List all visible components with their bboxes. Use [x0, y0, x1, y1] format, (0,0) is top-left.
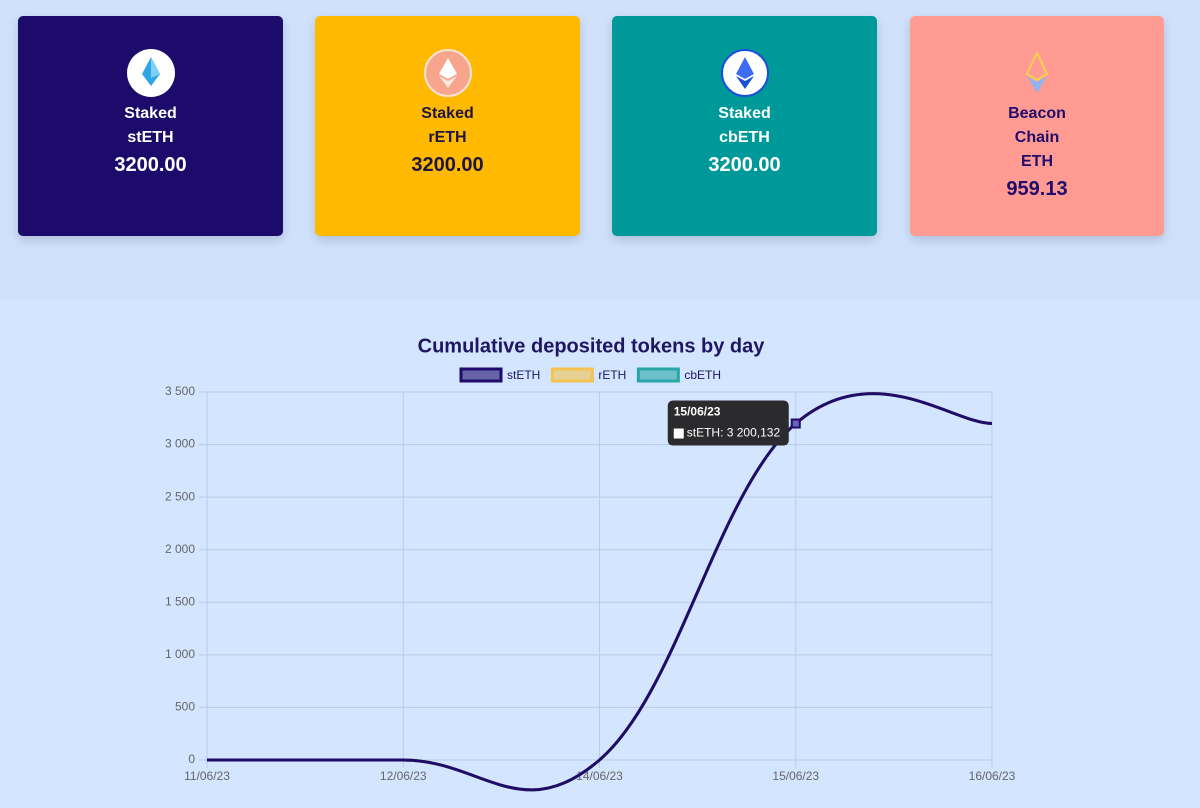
y-tick-label: 3 000: [165, 437, 195, 451]
card-value: 959.13: [1006, 178, 1068, 200]
card-label: Staked: [421, 105, 474, 122]
card-label: Staked: [718, 105, 771, 122]
card-label: stETH: [127, 129, 174, 146]
icon: [126, 49, 175, 97]
card-label: ETH: [1021, 153, 1053, 170]
x-tick-label: 14/06/23: [576, 769, 623, 783]
card: Staked rETH 3200.00: [315, 16, 580, 236]
tooltip-title: 15/06/23: [674, 405, 721, 419]
legend-label: rETH: [598, 368, 626, 382]
x-tick-label: 12/06/23: [380, 769, 427, 783]
card: Staked cbETH 3200.00: [612, 16, 877, 236]
hover-point: [790, 418, 801, 429]
card-label: Beacon: [1008, 105, 1066, 122]
y-tick-label: 1 500: [165, 594, 195, 608]
icon: [720, 49, 769, 97]
card-value: 3200.00: [114, 154, 187, 176]
card-value: 3200.00: [411, 154, 484, 176]
icon: [1025, 50, 1049, 93]
card-label: Chain: [1014, 129, 1060, 146]
y-tick-label: 2 500: [165, 489, 195, 503]
card: Staked stETH 3200.00: [18, 16, 283, 236]
card-value: 3200.00: [708, 154, 781, 176]
chart-title: Cumulative deposited tokens by day: [418, 335, 766, 357]
series-line: [206, 392, 993, 792]
card-label: cbETH: [719, 129, 770, 146]
y-tick-label: 1 000: [165, 647, 195, 661]
x-tick-label: 15/06/23: [772, 769, 819, 783]
y-tick-label: 2 000: [165, 542, 195, 556]
x-tick-label: 16/06/23: [969, 769, 1016, 783]
card: Beacon Chain ETH 959.13: [910, 16, 1164, 236]
tooltip-label: stETH: 3 200,132: [687, 426, 781, 440]
y-tick-label: 500: [175, 700, 195, 714]
tooltip-box: [667, 400, 789, 446]
legend-swatch: [550, 367, 594, 383]
tooltip: 15/06/23 stETH: 3 200,132: [667, 400, 789, 446]
legend-label: cbETH: [684, 368, 721, 382]
x-tick-label: 11/06/23: [184, 769, 230, 783]
y-tick-label: 0: [188, 752, 195, 766]
card-label: Staked: [124, 105, 177, 122]
legend-swatch: [459, 367, 503, 383]
legend-label: stETH: [507, 368, 540, 382]
tooltip-swatch: [673, 428, 684, 439]
card-label: rETH: [428, 129, 467, 146]
chart: Cumulative deposited tokens by day 0 500 1…: [0, 300, 1200, 808]
y-tick-label: 3 500: [165, 384, 195, 398]
icon: [423, 49, 472, 97]
legend-swatch: [636, 367, 680, 383]
